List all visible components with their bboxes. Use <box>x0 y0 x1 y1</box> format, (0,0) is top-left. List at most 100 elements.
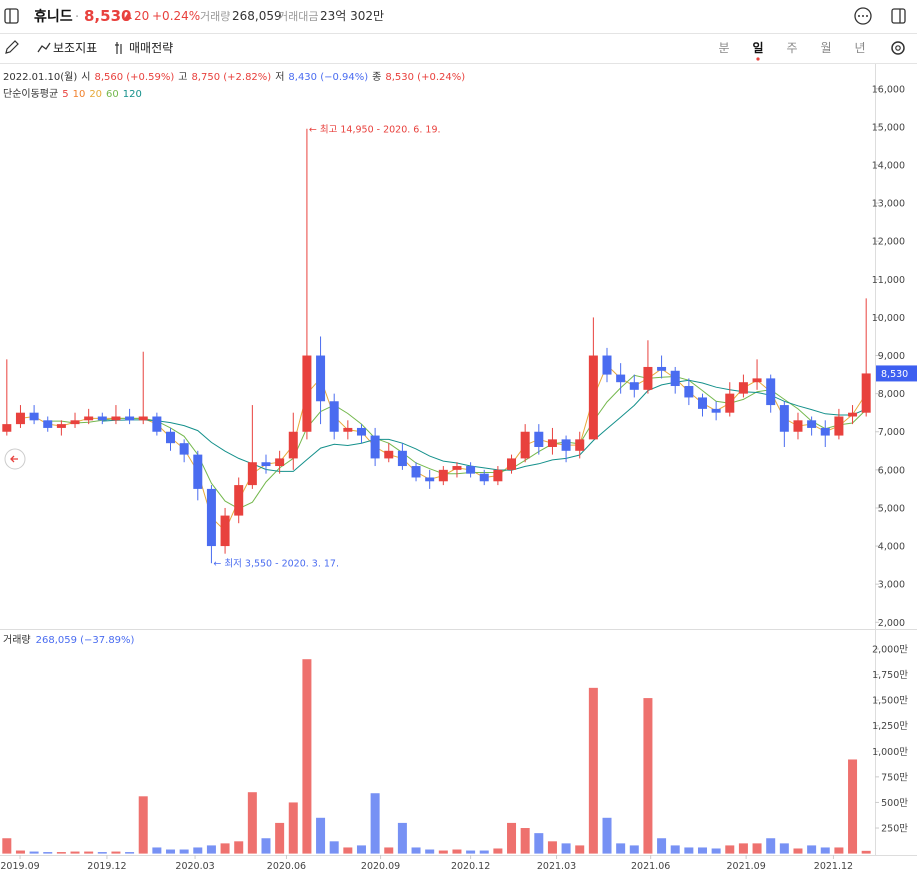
settings-icon[interactable] <box>891 41 905 55</box>
indicators-button[interactable]: 보조지표 <box>53 41 97 55</box>
volume-bar <box>2 838 12 854</box>
candle-body <box>179 443 189 455</box>
x-tick-label: 2021.09 <box>726 861 765 872</box>
candle-body <box>725 393 735 413</box>
volume-bar <box>493 848 503 854</box>
strategy-icon <box>115 42 122 54</box>
volume-bar <box>588 687 598 854</box>
volume-bar <box>384 847 394 854</box>
candle-body <box>629 382 639 390</box>
change-pct: +0.24% <box>152 9 200 23</box>
y-tick-label: 7,000 <box>878 427 905 438</box>
labels: 2022.01.10(월) 시 8,560 (+0.59%) 고 8,750 (+2.8… <box>0 71 908 872</box>
candle-body <box>575 439 585 451</box>
price: 8,530 <box>84 7 131 25</box>
y-tick-label: 1,250만 <box>872 721 908 732</box>
x-tick-label: 2021.03 <box>537 861 576 872</box>
volume-bar <box>275 822 285 854</box>
dot <box>862 15 864 17</box>
candle-body <box>588 355 598 440</box>
period-tab[interactable]: 년 <box>854 41 865 55</box>
volume-bar <box>520 828 530 854</box>
y-tick-label: 4,000 <box>878 542 905 553</box>
y-tick-label: 10,000 <box>872 313 905 324</box>
y-tick-label: 2,000만 <box>872 644 908 655</box>
date: 2022.01.10(월) <box>3 71 77 83</box>
period-tab[interactable]: 분 <box>718 41 729 55</box>
volume-bar <box>97 852 107 854</box>
y-tick-label: 1,500만 <box>872 696 908 707</box>
ma-legend: 20 <box>89 89 102 100</box>
y-tick-label: 13,000 <box>872 199 905 210</box>
change: 20 <box>134 9 149 23</box>
candle-body <box>15 412 25 425</box>
volume-bar <box>125 852 135 854</box>
candle-body <box>711 408 721 413</box>
last-price-label: 8,530 <box>881 369 908 380</box>
x-tick-label: 2019.12 <box>87 861 126 872</box>
candle-body <box>657 366 667 371</box>
dot <box>858 15 860 17</box>
y-tick-label: 1,000만 <box>872 747 908 758</box>
stock-name: 휴니드 <box>34 9 73 25</box>
period-tab[interactable]: 월 <box>820 41 831 55</box>
volume-bar <box>138 796 148 854</box>
separator: · <box>75 10 79 25</box>
volume-bar <box>166 849 176 854</box>
plot-area <box>2 88 917 859</box>
last-price-box <box>876 365 917 382</box>
candle-body <box>2 424 12 432</box>
volume-bar <box>288 802 298 854</box>
candle-body <box>520 431 530 459</box>
draw-icon[interactable] <box>5 40 19 54</box>
candle-body <box>166 431 176 444</box>
period-tab[interactable]: 주 <box>786 41 797 55</box>
candle-body <box>547 439 557 447</box>
amount-label: 거래대금 <box>278 10 318 23</box>
dot <box>866 15 868 17</box>
ma-legend: 5 <box>62 89 68 100</box>
volume-bar <box>793 848 803 854</box>
period-tab[interactable]: 일 <box>752 41 763 55</box>
volume-bar <box>697 847 707 854</box>
volume-bar <box>247 792 257 854</box>
more-button[interactable] <box>854 7 872 25</box>
candle-body <box>234 485 244 516</box>
candle-body <box>152 416 162 432</box>
y-tick-label: 6,000 <box>878 465 905 476</box>
candle-body <box>275 458 285 467</box>
strategy-button[interactable]: 매매전략 <box>129 41 173 55</box>
candle-body <box>302 355 312 432</box>
amount: 23억 302만 <box>320 9 384 23</box>
ohlc-label: 종 <box>372 71 381 83</box>
candle-body <box>111 416 121 421</box>
volume-bar <box>561 843 571 854</box>
candle-body <box>616 374 626 383</box>
ohlc-value: 8,750 (+2.82%) <box>191 72 271 83</box>
volume-bar <box>820 847 830 854</box>
candle-body <box>807 420 817 428</box>
panel-icon[interactable] <box>891 8 906 24</box>
x-tick-label: 2020.06 <box>267 861 306 872</box>
ohlc-value: 8,530 (+0.24%) <box>385 72 465 83</box>
candle-body <box>411 466 421 478</box>
ohlc-label: 고 <box>178 72 187 83</box>
up-arrow <box>124 13 132 19</box>
volume-bar <box>234 841 244 854</box>
volume-bar <box>261 838 271 854</box>
candle-body <box>370 435 380 459</box>
candle-body <box>738 382 748 394</box>
candle-body <box>602 355 612 375</box>
y-tick-label: 1,750만 <box>872 670 908 681</box>
candle-body <box>206 488 216 547</box>
ma-legend: 60 <box>106 89 119 100</box>
volume-bar <box>752 843 762 854</box>
ma-legend: 10 <box>73 89 86 100</box>
volume-bar <box>643 698 653 854</box>
sidebar-icon[interactable] <box>4 8 19 24</box>
volume-bar <box>15 850 25 854</box>
candle-body <box>343 427 353 432</box>
active-dot <box>756 57 760 61</box>
candle-body <box>138 416 148 421</box>
